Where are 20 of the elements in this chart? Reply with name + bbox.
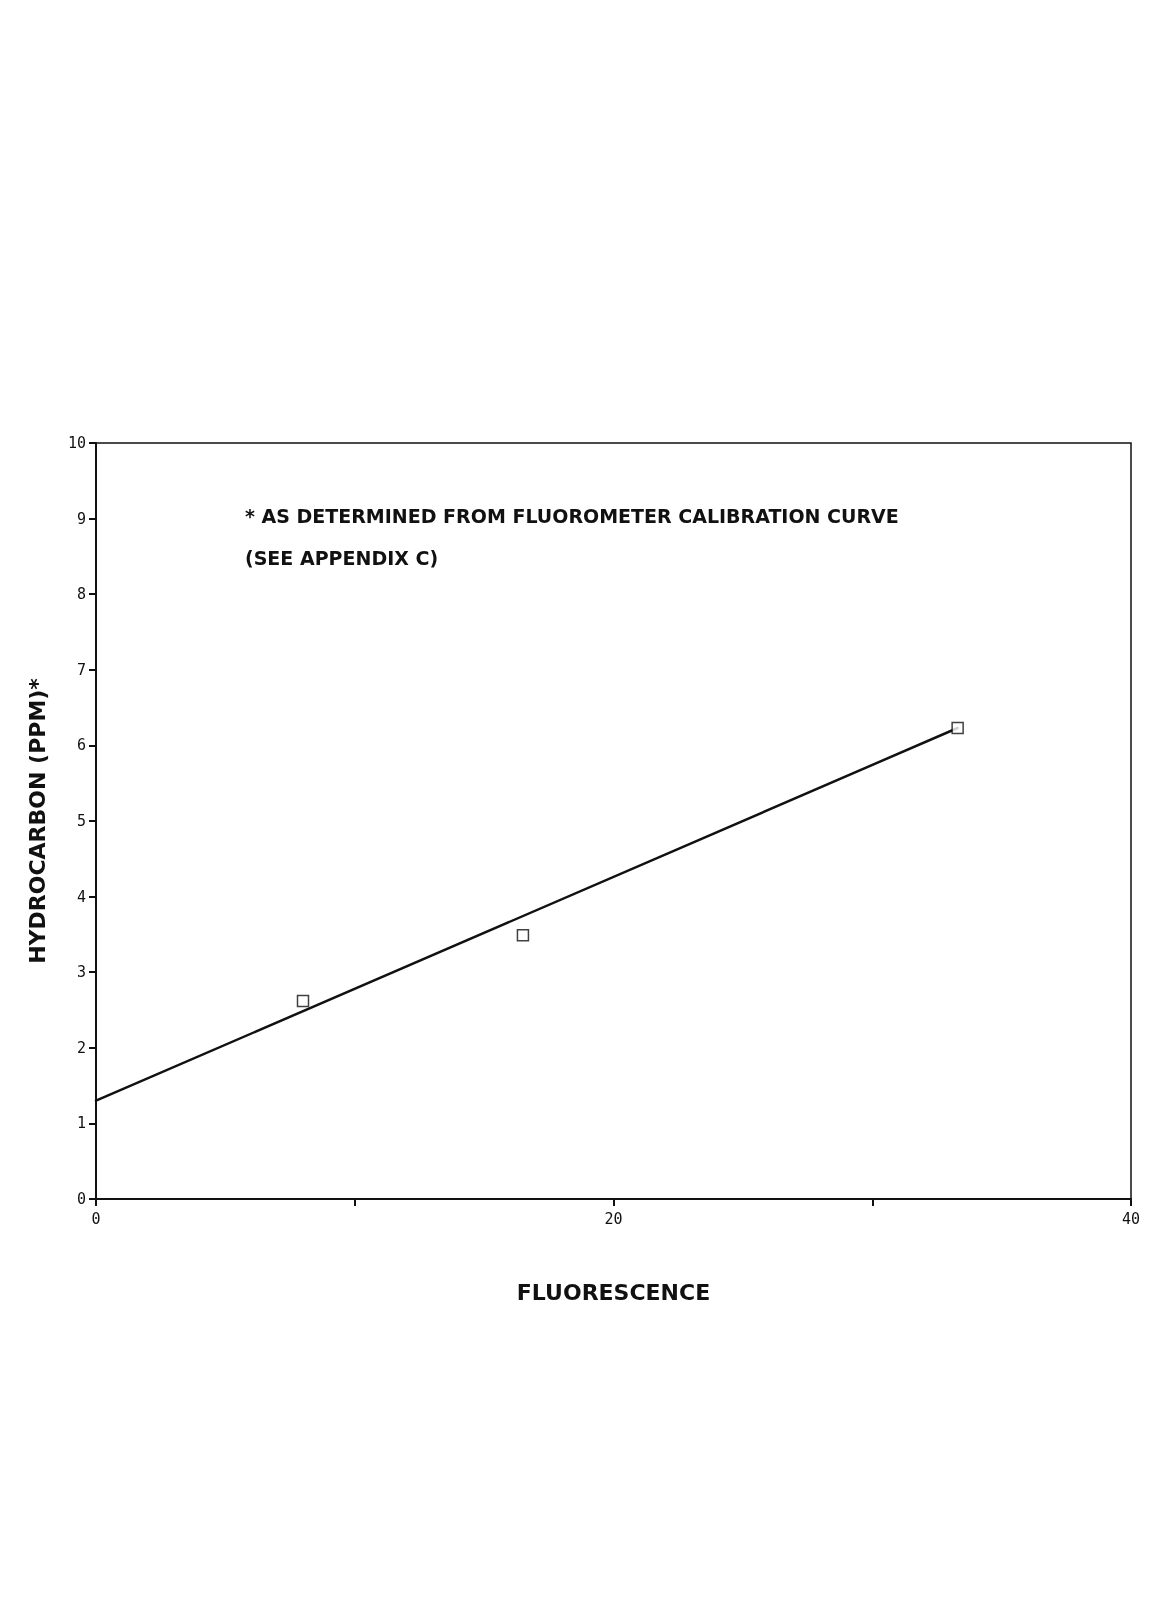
point — [296, 994, 310, 1008]
point — [951, 721, 964, 735]
y-tick-label: 2 — [76, 1038, 86, 1057]
x-tick-label: 20 — [604, 1209, 623, 1228]
x-axis-title: FLUORESCENCE — [516, 1279, 711, 1305]
x-tick-label: 40 — [1121, 1209, 1141, 1228]
y-tick-label: 8 — [76, 585, 86, 604]
y-tick-label: 7 — [76, 660, 86, 679]
y-tick-label: 10 — [67, 434, 86, 452]
annotation: * AS DETERMINED FROM FLUOROMETER CALIBRATION CURVE (SEE APPENDIX C) — [245, 505, 899, 569]
y-tick-label: 5 — [76, 812, 86, 830]
x-tick-label: 0 — [91, 1209, 101, 1228]
y-axis-title: HYDROCARBON (PPM)* — [24, 677, 50, 964]
y-tick-label: 1 — [76, 1114, 86, 1133]
y-tick-label: 9 — [76, 509, 86, 528]
y-tick-label: 0 — [76, 1190, 86, 1208]
y-tick-label: 6 — [76, 736, 86, 755]
y-tick-label: 4 — [76, 887, 86, 906]
y-tick-label: 3 — [76, 963, 86, 982]
point — [516, 928, 530, 942]
